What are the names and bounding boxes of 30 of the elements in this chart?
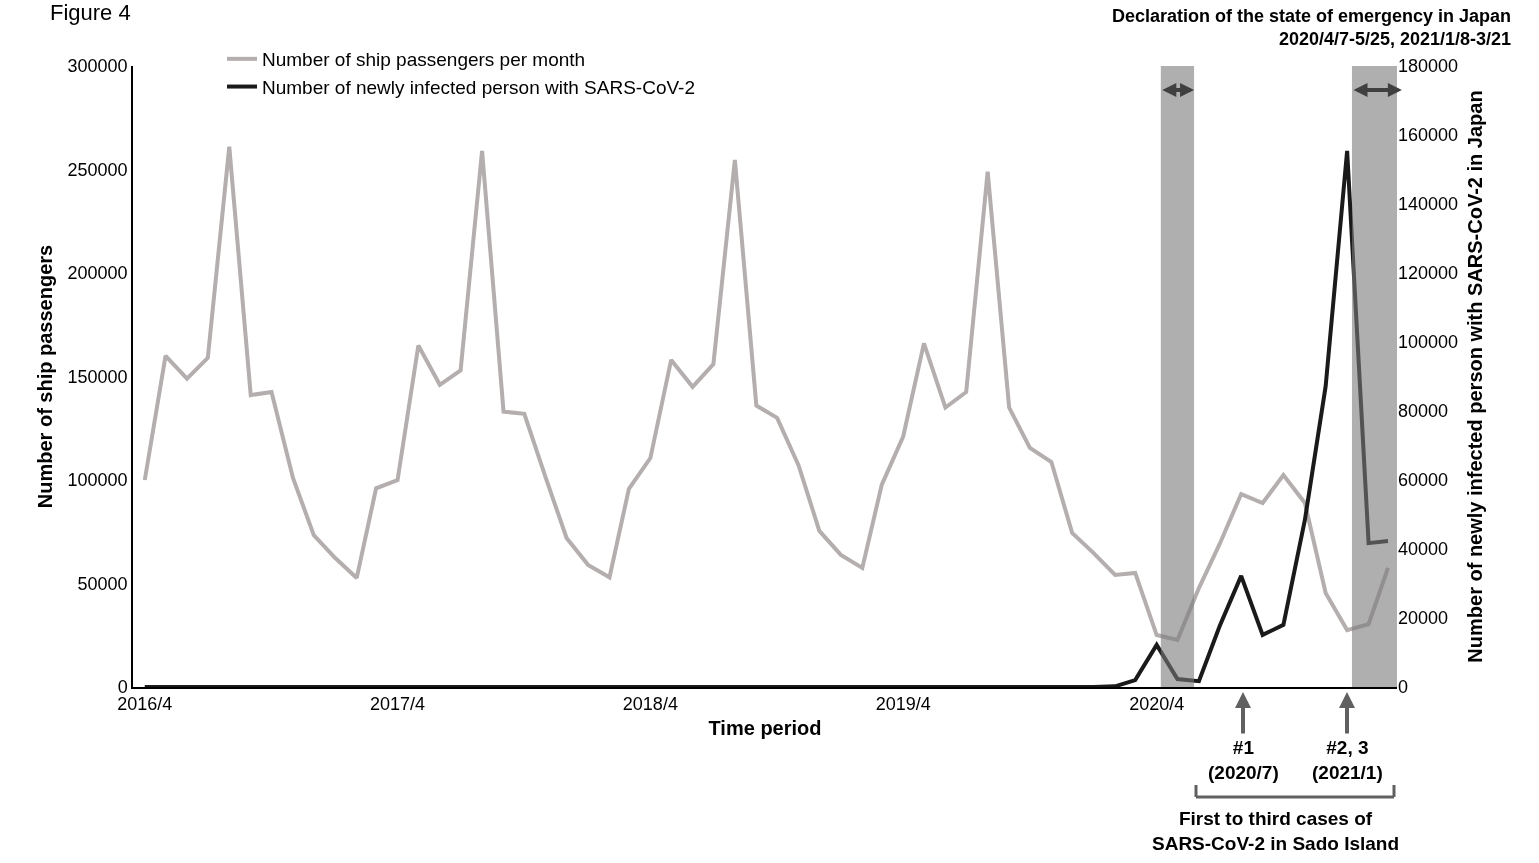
y-tick-label: 50000: [77, 573, 128, 594]
x-tick-label: 2017/4: [370, 694, 426, 715]
y2-tick-label: 20000: [1398, 608, 1449, 629]
y2-tick-label: 80000: [1398, 401, 1449, 422]
legend-label: Number of newly infected person with SARS-CoV-2: [262, 76, 695, 98]
y-tick-label: 200000: [67, 263, 128, 284]
y-tick-label: 300000: [67, 56, 128, 77]
x-tick-label: 2020/4: [1129, 694, 1185, 715]
y2-tick-label: 140000: [1398, 194, 1459, 215]
y2-tick-label: 160000: [1398, 125, 1459, 146]
y2-tick-label: 60000: [1398, 470, 1449, 491]
y2-tick-label: 100000: [1398, 332, 1459, 353]
x-tick-label: 2019/4: [875, 694, 931, 715]
y-tick-label: 150000: [67, 366, 128, 387]
y2-tick-label: 180000: [1398, 56, 1459, 77]
y-tick-label: 100000: [67, 470, 128, 491]
text: #2, 3 (2021/1): [1312, 737, 1383, 783]
y2-tick-label: 0: [1398, 677, 1409, 698]
x-axis-title: Time period: [708, 717, 822, 740]
x-tick-label: 2018/4: [622, 694, 678, 715]
y-axis-title: Number of ship passengers: [33, 244, 56, 509]
text: First to third cases of SARS-CoV-2 in Sado Island: [1152, 808, 1400, 854]
y2-tick-label: 120000: [1398, 263, 1459, 284]
y2-axis-title: Number of newly infected person with SARS-CoV-2 in Japan: [1463, 90, 1486, 663]
y-tick-label: 250000: [67, 159, 128, 180]
caption: Figure 4: [50, 0, 131, 25]
y2-tick-label: 40000: [1398, 539, 1449, 560]
text: #1 (2020/7): [1208, 737, 1279, 783]
legend-label: Number of ship passengers per month: [262, 49, 586, 71]
text: Declaration of the state of emergency in Japan 2020/4/7-5/25, 2021/1/8-3/21: [1112, 6, 1512, 50]
